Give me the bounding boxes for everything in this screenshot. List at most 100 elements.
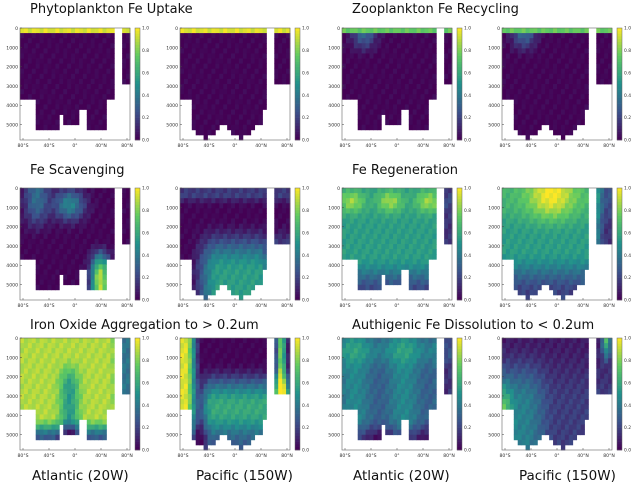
heatmap-cell <box>541 38 546 44</box>
heatmap-cell <box>513 99 519 105</box>
heatmap-cell <box>102 394 107 400</box>
heatmap-cell <box>82 249 88 255</box>
heatmap-cell <box>231 218 236 225</box>
heatmap-cell <box>560 73 566 80</box>
heatmap-cell <box>381 213 386 219</box>
heatmap-cell <box>529 129 534 136</box>
heatmap-cell <box>580 264 585 270</box>
heatmap-cell <box>78 343 84 349</box>
heatmap-cell <box>365 259 370 265</box>
heatmap-cell <box>86 114 92 121</box>
heatmap-cell <box>278 68 283 75</box>
heatmap-cell <box>215 188 220 194</box>
heatmap-cell <box>572 38 578 44</box>
heatmap-cell <box>357 228 363 235</box>
heatmap-cell <box>408 109 414 115</box>
x-tick-label: 0° <box>232 143 237 149</box>
heatmap-cell <box>385 48 390 54</box>
heatmap-cell <box>428 63 433 70</box>
heatmap-cell <box>47 388 52 395</box>
colorbar-segment <box>617 30 622 34</box>
heatmap-cell <box>412 53 418 59</box>
heatmap-cell <box>342 63 347 70</box>
heatmap-cell <box>102 414 107 420</box>
heatmap-cell <box>428 223 433 230</box>
y-tick-label: 4000 <box>6 413 18 419</box>
title-fe-regeneration: Fe Regeneration <box>352 163 459 178</box>
heatmap-cell <box>525 33 530 39</box>
heatmap-cell <box>258 203 263 209</box>
heatmap-cell <box>39 78 44 85</box>
heatmap-cell <box>78 193 84 199</box>
heatmap-cell <box>63 259 68 265</box>
heatmap-cell <box>75 38 80 44</box>
heatmap-cell <box>219 338 224 344</box>
heatmap-cell <box>199 213 204 219</box>
heatmap-cell <box>223 68 228 75</box>
heatmap-cell <box>525 223 530 230</box>
heatmap-cell <box>199 94 204 100</box>
colorbar-segment <box>617 258 622 262</box>
heatmap-cell <box>59 203 64 209</box>
heatmap-cell <box>90 434 96 441</box>
heatmap-cell <box>211 363 216 369</box>
heatmap-cell <box>199 43 204 49</box>
heatmap-cell <box>533 249 538 255</box>
heatmap-cell <box>242 218 248 225</box>
heatmap-cell <box>505 33 511 39</box>
colorbar-tick-label: 0.4 <box>464 253 471 259</box>
heatmap-cell <box>377 43 382 49</box>
x-tick-label: 40°S <box>365 143 376 149</box>
heatmap-cell <box>258 99 263 105</box>
heatmap-cell <box>242 99 248 105</box>
heatmap-cell <box>361 124 366 131</box>
heatmap-cell <box>250 78 256 85</box>
heatmap-cell <box>55 434 60 441</box>
heatmap-cell <box>432 28 437 34</box>
heatmap-cell <box>286 38 291 44</box>
x-tick-label: 80°N <box>443 303 455 309</box>
heatmap-cell <box>82 223 88 230</box>
heatmap-cell <box>604 43 609 49</box>
colorbar-segment <box>617 196 622 200</box>
heatmap-cell <box>381 249 386 255</box>
heatmap-cell <box>517 218 523 225</box>
colorbar-segment <box>295 204 300 208</box>
y-tick-label: 4000 <box>166 263 178 269</box>
heatmap-cell <box>191 198 197 204</box>
colorbar-segment <box>135 380 140 384</box>
heatmap-cell <box>357 28 363 34</box>
heatmap-cell <box>444 43 449 49</box>
heatmap-cell <box>203 269 208 275</box>
heatmap-cell <box>246 114 252 121</box>
heatmap-cell <box>513 73 519 80</box>
heatmap-cell <box>258 188 263 194</box>
heatmap-cell <box>282 53 287 59</box>
heatmap-cell <box>78 68 84 75</box>
heatmap-cell <box>227 233 232 240</box>
heatmap-cell <box>199 109 204 115</box>
heatmap-cell <box>525 213 530 219</box>
heatmap-cell <box>51 394 56 400</box>
heatmap-cell <box>94 43 99 49</box>
heatmap-cell <box>219 33 224 39</box>
colorbar-segment <box>135 193 140 197</box>
heatmap-cell <box>106 33 111 39</box>
heatmap-cell <box>82 254 88 260</box>
heatmap-cell <box>432 73 437 80</box>
heatmap-cell <box>246 233 252 240</box>
colorbar-segment <box>135 402 140 406</box>
heatmap-cell <box>393 104 398 110</box>
heatmap-cell <box>94 78 99 85</box>
heatmap-cell <box>408 264 414 270</box>
heatmap-cell <box>20 363 25 369</box>
heatmap-cell <box>258 218 263 225</box>
heatmap-cell <box>215 43 220 49</box>
heatmap-cell <box>86 264 92 270</box>
heatmap-cell <box>549 28 554 34</box>
heatmap-cell <box>353 33 359 39</box>
heatmap-cell <box>369 203 374 209</box>
heatmap-cell <box>82 208 88 214</box>
heatmap-cell <box>39 338 44 344</box>
heatmap-cell <box>444 208 449 214</box>
